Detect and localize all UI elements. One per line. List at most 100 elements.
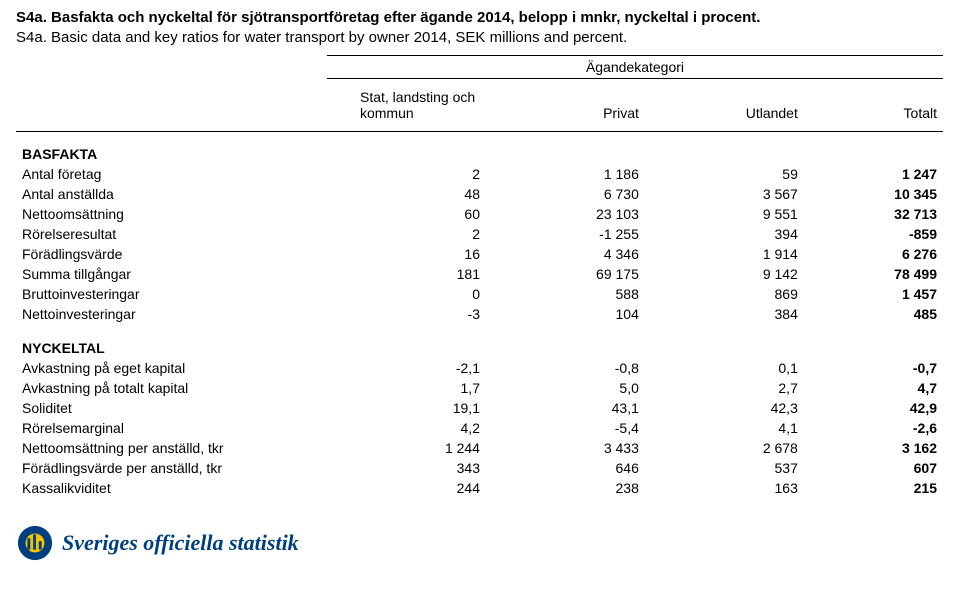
row-label: Soliditet — [16, 398, 327, 418]
cell: 1 186 — [486, 164, 645, 184]
table-row: Bruttoinvesteringar 0 588 869 1 457 — [16, 284, 943, 304]
footer-logo: Sveriges officiella statistik — [16, 524, 943, 562]
section-basfakta: BASFAKTA — [16, 131, 943, 164]
cell-total: 6 276 — [804, 244, 943, 264]
cell-total: 607 — [804, 458, 943, 478]
row-label: Rörelsemarginal — [16, 418, 327, 438]
spanner-row: Ägandekategori — [16, 55, 943, 78]
cell: 59 — [645, 164, 804, 184]
cell-total: 3 162 — [804, 438, 943, 458]
cell: 9 142 — [645, 264, 804, 284]
cell: 4,2 — [327, 418, 486, 438]
cell: 588 — [486, 284, 645, 304]
cell: 0,1 — [645, 358, 804, 378]
cell: 19,1 — [327, 398, 486, 418]
row-label: Antal företag — [16, 164, 327, 184]
row-label: Förädlingsvärde — [16, 244, 327, 264]
row-label: Rörelseresultat — [16, 224, 327, 244]
cell: 0 — [327, 284, 486, 304]
cell: -3 — [327, 304, 486, 324]
cell-total: 1 247 — [804, 164, 943, 184]
col-header-privat: Privat — [486, 78, 645, 131]
table-row: Rörelsemarginal 4,2 -5,4 4,1 -2,6 — [16, 418, 943, 438]
cell-total: 1 457 — [804, 284, 943, 304]
table-row: Summa tillgångar 181 69 175 9 142 78 499 — [16, 264, 943, 284]
cell: 9 551 — [645, 204, 804, 224]
cell: 1 244 — [327, 438, 486, 458]
table-row: Rörelseresultat 2 -1 255 394 -859 — [16, 224, 943, 244]
cell: -1 255 — [486, 224, 645, 244]
cell-total: 4,7 — [804, 378, 943, 398]
cell-total: -859 — [804, 224, 943, 244]
cell: 384 — [645, 304, 804, 324]
row-label: Avkastning på eget kapital — [16, 358, 327, 378]
cell: 2 678 — [645, 438, 804, 458]
table-row: Avkastning på eget kapital -2,1 -0,8 0,1… — [16, 358, 943, 378]
cell-total: 32 713 — [804, 204, 943, 224]
cell: 537 — [645, 458, 804, 478]
table-row: Förädlingsvärde per anställd, tkr 343 64… — [16, 458, 943, 478]
cell: 2 — [327, 224, 486, 244]
table-row: Antal anställda 48 6 730 3 567 10 345 — [16, 184, 943, 204]
cell-total: -2,6 — [804, 418, 943, 438]
cell: 3 433 — [486, 438, 645, 458]
footer-logo-text: Sveriges officiella statistik — [62, 530, 299, 556]
cell: 1,7 — [327, 378, 486, 398]
cell-total: 42,9 — [804, 398, 943, 418]
table-row: Förädlingsvärde 16 4 346 1 914 6 276 — [16, 244, 943, 264]
cell: 343 — [327, 458, 486, 478]
cell: 4 346 — [486, 244, 645, 264]
cell: 4,1 — [645, 418, 804, 438]
cell-total: -0,7 — [804, 358, 943, 378]
row-label: Nettoomsättning — [16, 204, 327, 224]
cell: 6 730 — [486, 184, 645, 204]
scb-logo-icon — [16, 524, 54, 562]
row-label: Bruttoinvesteringar — [16, 284, 327, 304]
column-spanner: Ägandekategori — [327, 55, 943, 78]
row-label: Summa tillgångar — [16, 264, 327, 284]
cell: 104 — [486, 304, 645, 324]
cell: 42,3 — [645, 398, 804, 418]
cell: 69 175 — [486, 264, 645, 284]
cell: 16 — [327, 244, 486, 264]
cell: 23 103 — [486, 204, 645, 224]
cell: 1 914 — [645, 244, 804, 264]
row-label: Kassalikviditet — [16, 478, 327, 498]
cell: -0,8 — [486, 358, 645, 378]
column-header-row: Stat, landsting och kommun Privat Utland… — [16, 78, 943, 131]
table-row: Kassalikviditet 244 238 163 215 — [16, 478, 943, 498]
col-header-stat: Stat, landsting och kommun — [327, 78, 486, 131]
cell: 394 — [645, 224, 804, 244]
cell-total: 78 499 — [804, 264, 943, 284]
table-row: Nettoinvesteringar -3 104 384 485 — [16, 304, 943, 324]
cell: 3 567 — [645, 184, 804, 204]
row-label: Förädlingsvärde per anställd, tkr — [16, 458, 327, 478]
cell: 48 — [327, 184, 486, 204]
col-header-utlandet: Utlandet — [645, 78, 804, 131]
cell: 244 — [327, 478, 486, 498]
section-nyckeltal: NYCKELTAL — [16, 324, 943, 358]
cell: 2 — [327, 164, 486, 184]
cell-total: 215 — [804, 478, 943, 498]
row-label: Nettoomsättning per anställd, tkr — [16, 438, 327, 458]
data-table: Ägandekategori Stat, landsting och kommu… — [16, 55, 943, 498]
table-row: Nettoomsättning per anställd, tkr 1 244 … — [16, 438, 943, 458]
cell-total: 485 — [804, 304, 943, 324]
cell: 43,1 — [486, 398, 645, 418]
cell: 869 — [645, 284, 804, 304]
row-label: Nettoinvesteringar — [16, 304, 327, 324]
title-swedish: S4a. Basfakta och nyckeltal för sjötrans… — [16, 8, 943, 28]
table-row: Soliditet 19,1 43,1 42,3 42,9 — [16, 398, 943, 418]
cell: -5,4 — [486, 418, 645, 438]
row-label: Avkastning på totalt kapital — [16, 378, 327, 398]
title-english: S4a. Basic data and key ratios for water… — [16, 28, 943, 48]
table-row: Avkastning på totalt kapital 1,7 5,0 2,7… — [16, 378, 943, 398]
cell: -2,1 — [327, 358, 486, 378]
cell: 181 — [327, 264, 486, 284]
cell: 163 — [645, 478, 804, 498]
cell: 2,7 — [645, 378, 804, 398]
cell: 238 — [486, 478, 645, 498]
cell: 646 — [486, 458, 645, 478]
table-row: Antal företag 2 1 186 59 1 247 — [16, 164, 943, 184]
cell: 60 — [327, 204, 486, 224]
